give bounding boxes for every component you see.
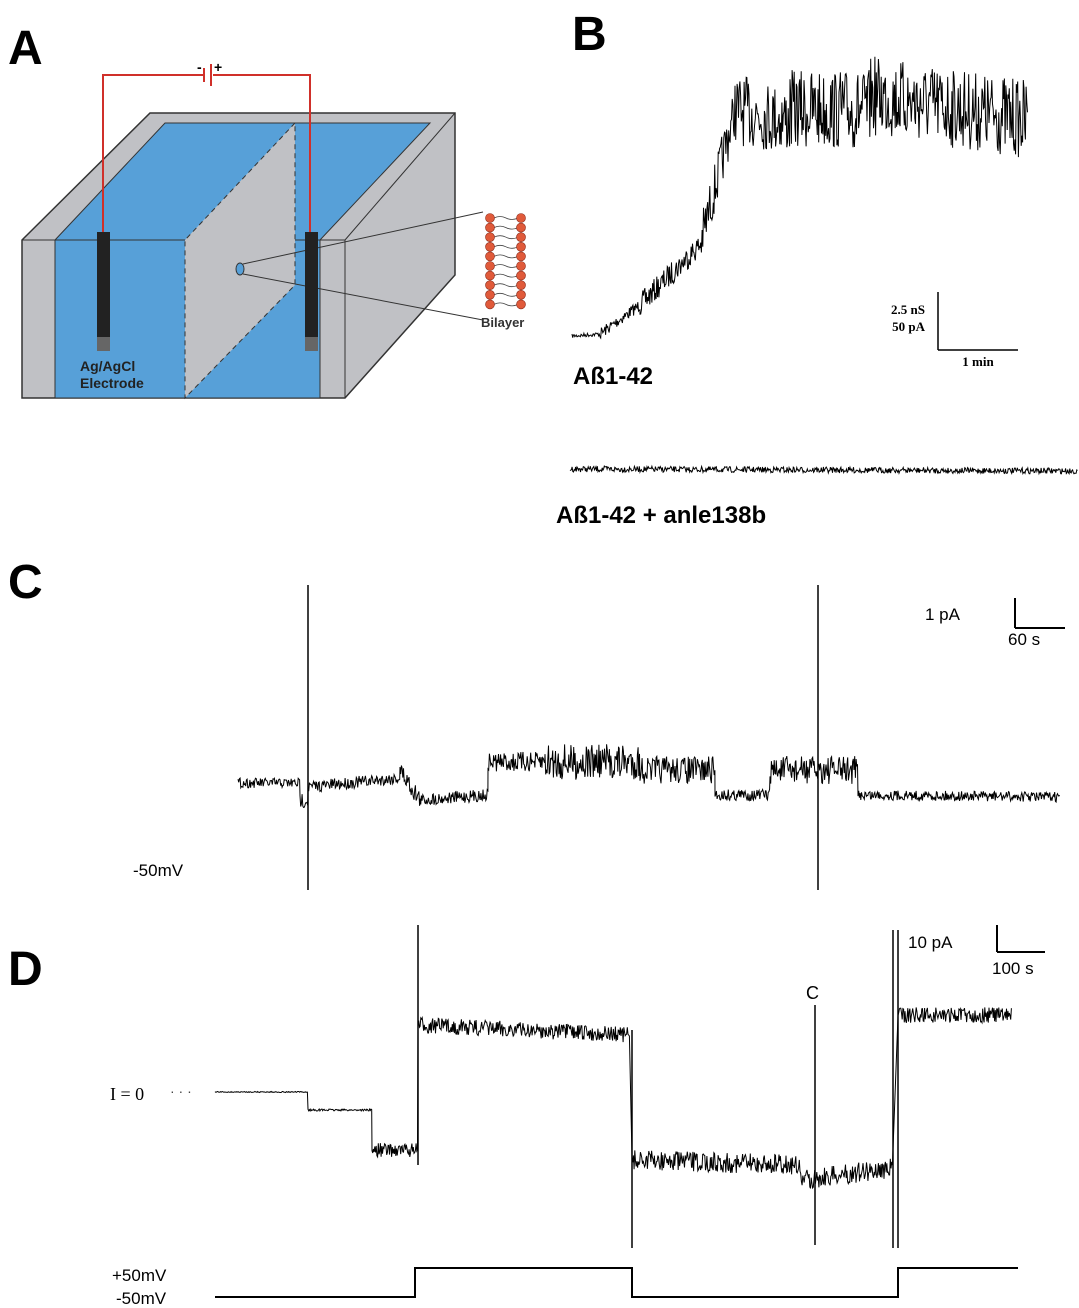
panel-label: A [8, 22, 43, 75]
trace-label: Aß1-42 + anle138b [556, 502, 766, 529]
scale-label: 1 pA [925, 605, 961, 624]
lipid-tail [493, 225, 519, 230]
marker-label: C [806, 983, 819, 1003]
scale-label: 50 pA [892, 319, 925, 334]
lipid-head [485, 299, 495, 310]
trace-label: Aß1-42 [573, 363, 653, 390]
wire [213, 74, 311, 232]
voltage-label: -50mV [133, 861, 184, 880]
scale-label: 100 s [992, 959, 1034, 978]
zero-label: I = 0 [110, 1084, 144, 1104]
trace-c [237, 744, 1060, 808]
lipid-head [516, 289, 526, 300]
zoom-line [242, 211, 484, 265]
scale-label: 60 s [1008, 630, 1040, 649]
dots: · · · [170, 1083, 192, 1099]
lipid-head [485, 213, 495, 223]
partition [184, 121, 296, 400]
lipid-tail [493, 244, 519, 249]
electrode [97, 232, 110, 337]
battery-plus: + [214, 59, 222, 75]
panel-label: B [572, 8, 607, 61]
wire [102, 74, 203, 232]
lipid-head [516, 242, 526, 252]
voltage-label: -50mV [116, 1289, 167, 1308]
lipid-tail [493, 302, 519, 307]
electrode-tip [97, 337, 110, 351]
edge [344, 112, 456, 241]
lipid-head [485, 270, 495, 281]
lipid-head [485, 251, 495, 262]
lipid-head [516, 232, 526, 242]
scale-label: 1 min [962, 354, 994, 369]
voltage-protocol [215, 1267, 1018, 1298]
trace-b-2 [569, 464, 1078, 476]
lipid-head [516, 222, 526, 233]
pore [235, 262, 245, 276]
scale-label: 10 pA [908, 933, 953, 952]
lipid-tail [493, 273, 519, 278]
voltage-label: +50mV [112, 1266, 167, 1285]
lipid-tail [493, 264, 519, 268]
electrode-tip [305, 337, 318, 351]
lipid-head [516, 213, 526, 223]
lipid-head [485, 222, 495, 233]
panel-label: D [8, 943, 43, 996]
lipid-head [516, 261, 526, 271]
electrode-label: Ag/AgCl [80, 358, 135, 374]
panel-label: C [8, 556, 43, 609]
lipid-head [485, 261, 495, 271]
trace-b-1 [571, 56, 1028, 340]
trace-d [214, 1007, 1012, 1190]
lipid-tail [493, 254, 519, 259]
lipid-tail [493, 216, 519, 220]
lipid-head [485, 232, 495, 242]
electrode-label: Electrode [80, 375, 144, 391]
lipid-tail [493, 292, 519, 297]
lipid-head [516, 299, 526, 310]
lipid-head [516, 280, 526, 291]
scale-label: 2.5 nS [891, 302, 925, 317]
lipid-head [485, 289, 495, 300]
lipid-tail [493, 283, 519, 288]
electrode [305, 232, 318, 337]
bilayer-label: Bilayer [481, 315, 524, 330]
lipid-head [516, 270, 526, 281]
lipid-head [485, 242, 495, 252]
lipid-head [485, 280, 495, 291]
zoom-line [242, 273, 484, 321]
bilayer [485, 213, 526, 310]
battery-minus: - [197, 59, 202, 75]
lipid-head [516, 251, 526, 262]
lipid-tail [493, 235, 519, 240]
